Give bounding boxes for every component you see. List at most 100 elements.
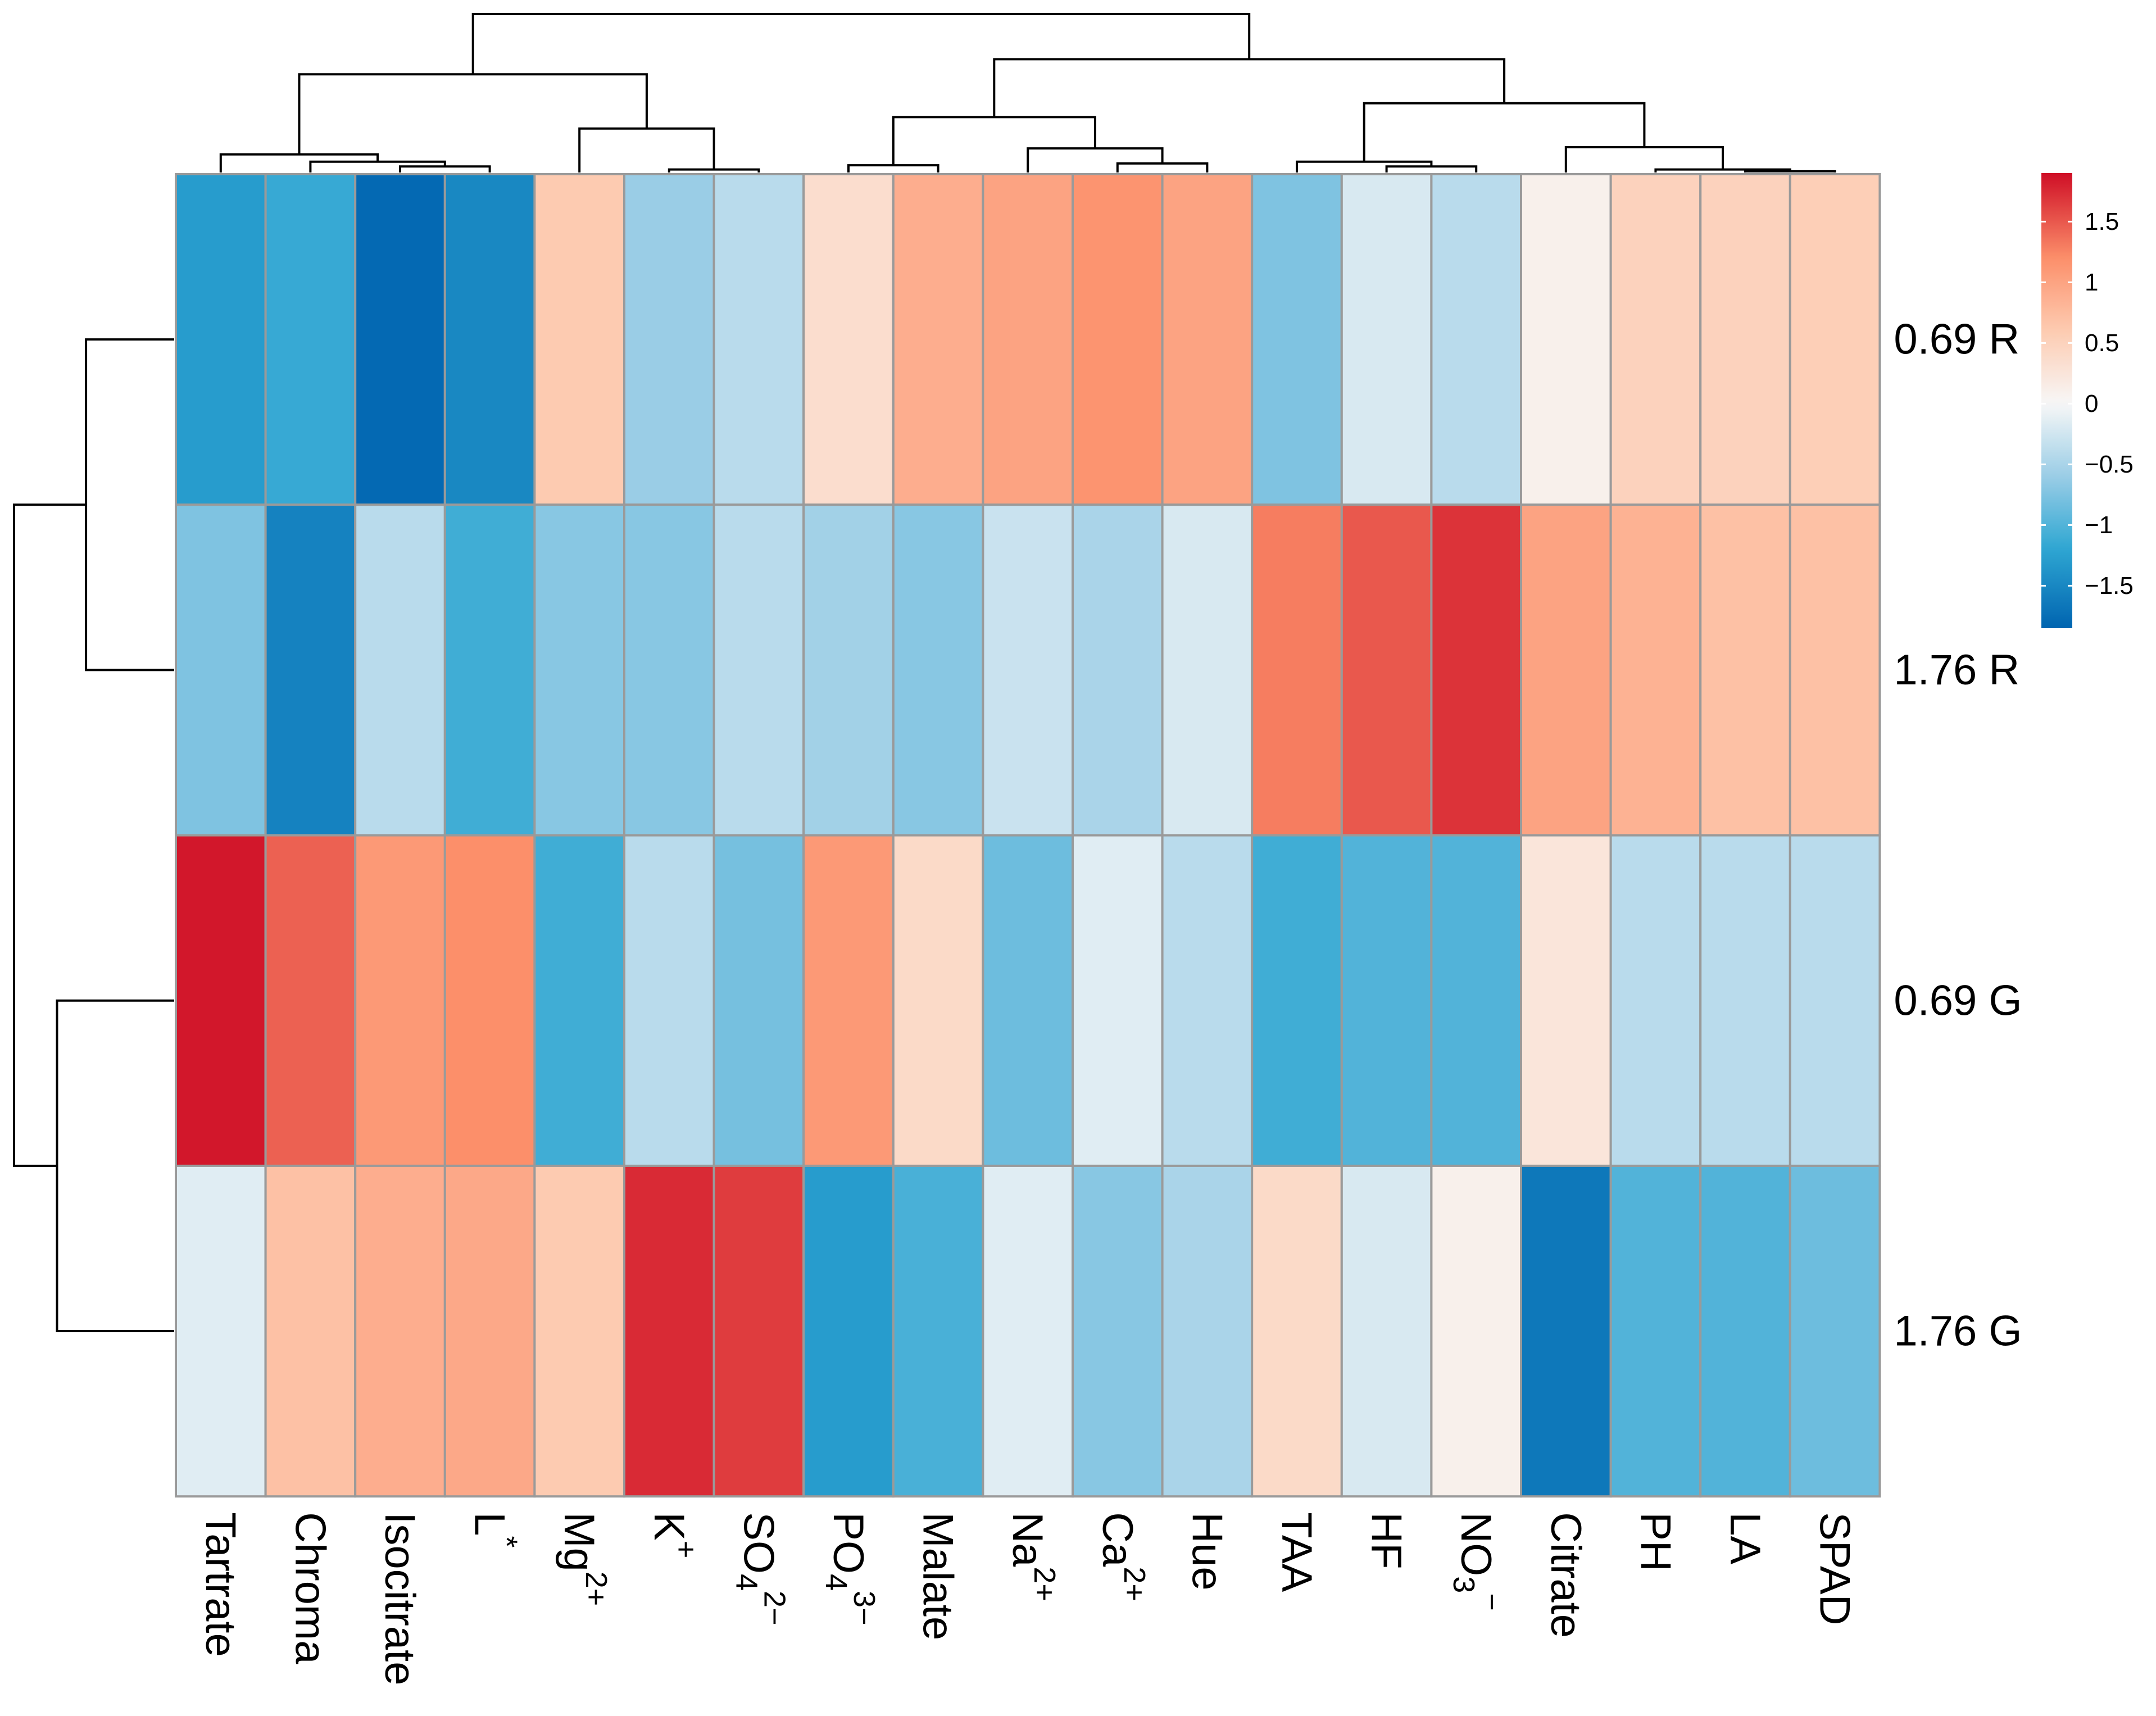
heatmap-cell xyxy=(1161,1164,1254,1498)
column-label: LA xyxy=(1722,1512,1769,1564)
dendrogram-branch xyxy=(1027,147,1164,172)
heatmap-cell xyxy=(1699,173,1791,506)
dendrogram-branch xyxy=(1385,165,1478,172)
heatmap-cell xyxy=(175,173,267,506)
heatmap-cell xyxy=(354,1164,446,1498)
heatmap-cell xyxy=(443,503,536,837)
column-label: PH xyxy=(1632,1512,1680,1572)
legend-tick-label: −1.5 xyxy=(2085,572,2134,600)
column-label: Citrate xyxy=(1542,1512,1590,1638)
dendrogram-branch xyxy=(668,168,760,172)
heatmap-cell xyxy=(892,1164,984,1498)
heatmap-cell xyxy=(1251,834,1343,1167)
row-label: 1.76 R xyxy=(1894,646,2019,694)
heatmap-cell xyxy=(802,1164,895,1498)
heatmap-cell xyxy=(1161,503,1254,837)
heatmap-cell xyxy=(892,834,984,1167)
row-label: 0.69 G xyxy=(1894,977,2022,1024)
heatmap-cell xyxy=(1340,503,1433,837)
heatmap-cell xyxy=(982,834,1074,1167)
row-label: 1.76 G xyxy=(1894,1308,2022,1355)
heatmap-cell xyxy=(712,173,805,506)
heatmap-cell xyxy=(712,503,805,837)
legend-tick-label: 1.5 xyxy=(2085,208,2119,235)
heatmap-cell xyxy=(982,503,1074,837)
column-label: Tartrate xyxy=(197,1512,244,1657)
heatmap-cell xyxy=(982,1164,1074,1498)
column-label: SO42− xyxy=(729,1512,791,1625)
heatmap-cell xyxy=(802,173,895,506)
heatmap-cell xyxy=(264,1164,357,1498)
heatmap-cell xyxy=(533,1164,626,1498)
heatmap-cell xyxy=(892,503,984,837)
heatmap-cell xyxy=(1520,834,1612,1167)
dendrogram-branch xyxy=(399,165,491,172)
heatmap-cell xyxy=(1699,1164,1791,1498)
heatmap-cell xyxy=(533,173,626,506)
heatmap-cell xyxy=(1430,834,1522,1167)
column-labels: Tartrate Chroma Isocitrate L* Mg2+ K+ SO42− PO4… xyxy=(197,1512,1859,1685)
heatmap-cell xyxy=(533,503,626,837)
heatmap-cell xyxy=(1609,1164,1702,1498)
heatmap-cell xyxy=(1072,834,1164,1167)
heatmap-cell xyxy=(892,173,984,506)
heatmap-cell xyxy=(1520,173,1612,506)
heatmap-cell xyxy=(623,1164,715,1498)
row-labels: 0.69 R 1.76 R 0.69 G 1.76 G xyxy=(1894,316,2022,1355)
heatmap-cell xyxy=(1430,503,1522,837)
column-label: SPAD xyxy=(1811,1512,1859,1625)
heatmap-cell xyxy=(1430,173,1522,506)
heatmap-cell xyxy=(623,173,715,506)
column-label: Hue xyxy=(1183,1512,1231,1590)
heatmap-cell xyxy=(354,503,446,837)
dendrogram-branch xyxy=(298,73,648,155)
dendrogram-branch xyxy=(85,338,174,671)
row-label: 0.69 R xyxy=(1894,316,2019,364)
heatmap-cell xyxy=(175,503,267,837)
heatmap-cell xyxy=(175,834,267,1167)
column-label: Chroma xyxy=(287,1512,334,1664)
heatmap-cell xyxy=(354,834,446,1167)
heatmap-cell xyxy=(712,834,805,1167)
heatmap-cell xyxy=(1609,173,1702,506)
heatmap-cell xyxy=(1789,834,1881,1167)
heatmap-cell xyxy=(1072,173,1164,506)
heatmap-cell xyxy=(982,173,1074,506)
legend-tick-label: −0.5 xyxy=(2085,451,2134,478)
heatmap-cell xyxy=(533,834,626,1167)
legend-tick-label: −1 xyxy=(2085,511,2113,539)
legend-tick-label: 0.5 xyxy=(2085,329,2119,357)
dendrogram-branch xyxy=(471,13,1251,75)
heatmap-cell xyxy=(1072,1164,1164,1498)
heatmap-cell xyxy=(443,1164,536,1498)
legend-tick-label: 1 xyxy=(2085,269,2098,296)
heatmap-cell xyxy=(1072,503,1164,837)
heatmap-cell xyxy=(264,173,357,506)
heatmap-cell xyxy=(1789,1164,1881,1498)
heatmap-cell xyxy=(1430,1164,1522,1498)
heatmap-cell xyxy=(1609,834,1702,1167)
heatmap-cell xyxy=(264,503,357,837)
column-label: K+ xyxy=(645,1512,703,1558)
column-label: Malate xyxy=(914,1512,962,1640)
heatmap-cell xyxy=(264,834,357,1167)
heatmap-cell xyxy=(1609,503,1702,837)
heatmap-cell xyxy=(1340,173,1433,506)
heatmap-cell xyxy=(1251,503,1343,837)
color-legend: 1.5 1 0.5 0 −0.5 −1 −1.5 xyxy=(2041,173,2134,628)
column-dendrogram xyxy=(219,13,1836,172)
heatmap-cell xyxy=(443,173,536,506)
heatmap-cell xyxy=(1161,173,1254,506)
heatmap-cell xyxy=(1789,173,1881,506)
heatmap-cell xyxy=(175,1164,267,1498)
dendrogram-branch xyxy=(1363,102,1646,162)
dendrogram-branch xyxy=(1116,162,1209,172)
dendrogram-branch xyxy=(1744,170,1836,172)
heatmap-cell xyxy=(1161,834,1254,1167)
dendrogram-branch xyxy=(993,58,1506,117)
column-label: HF xyxy=(1363,1512,1410,1569)
heatmap-cell xyxy=(1251,1164,1343,1498)
heatmap-cell xyxy=(1520,503,1612,837)
